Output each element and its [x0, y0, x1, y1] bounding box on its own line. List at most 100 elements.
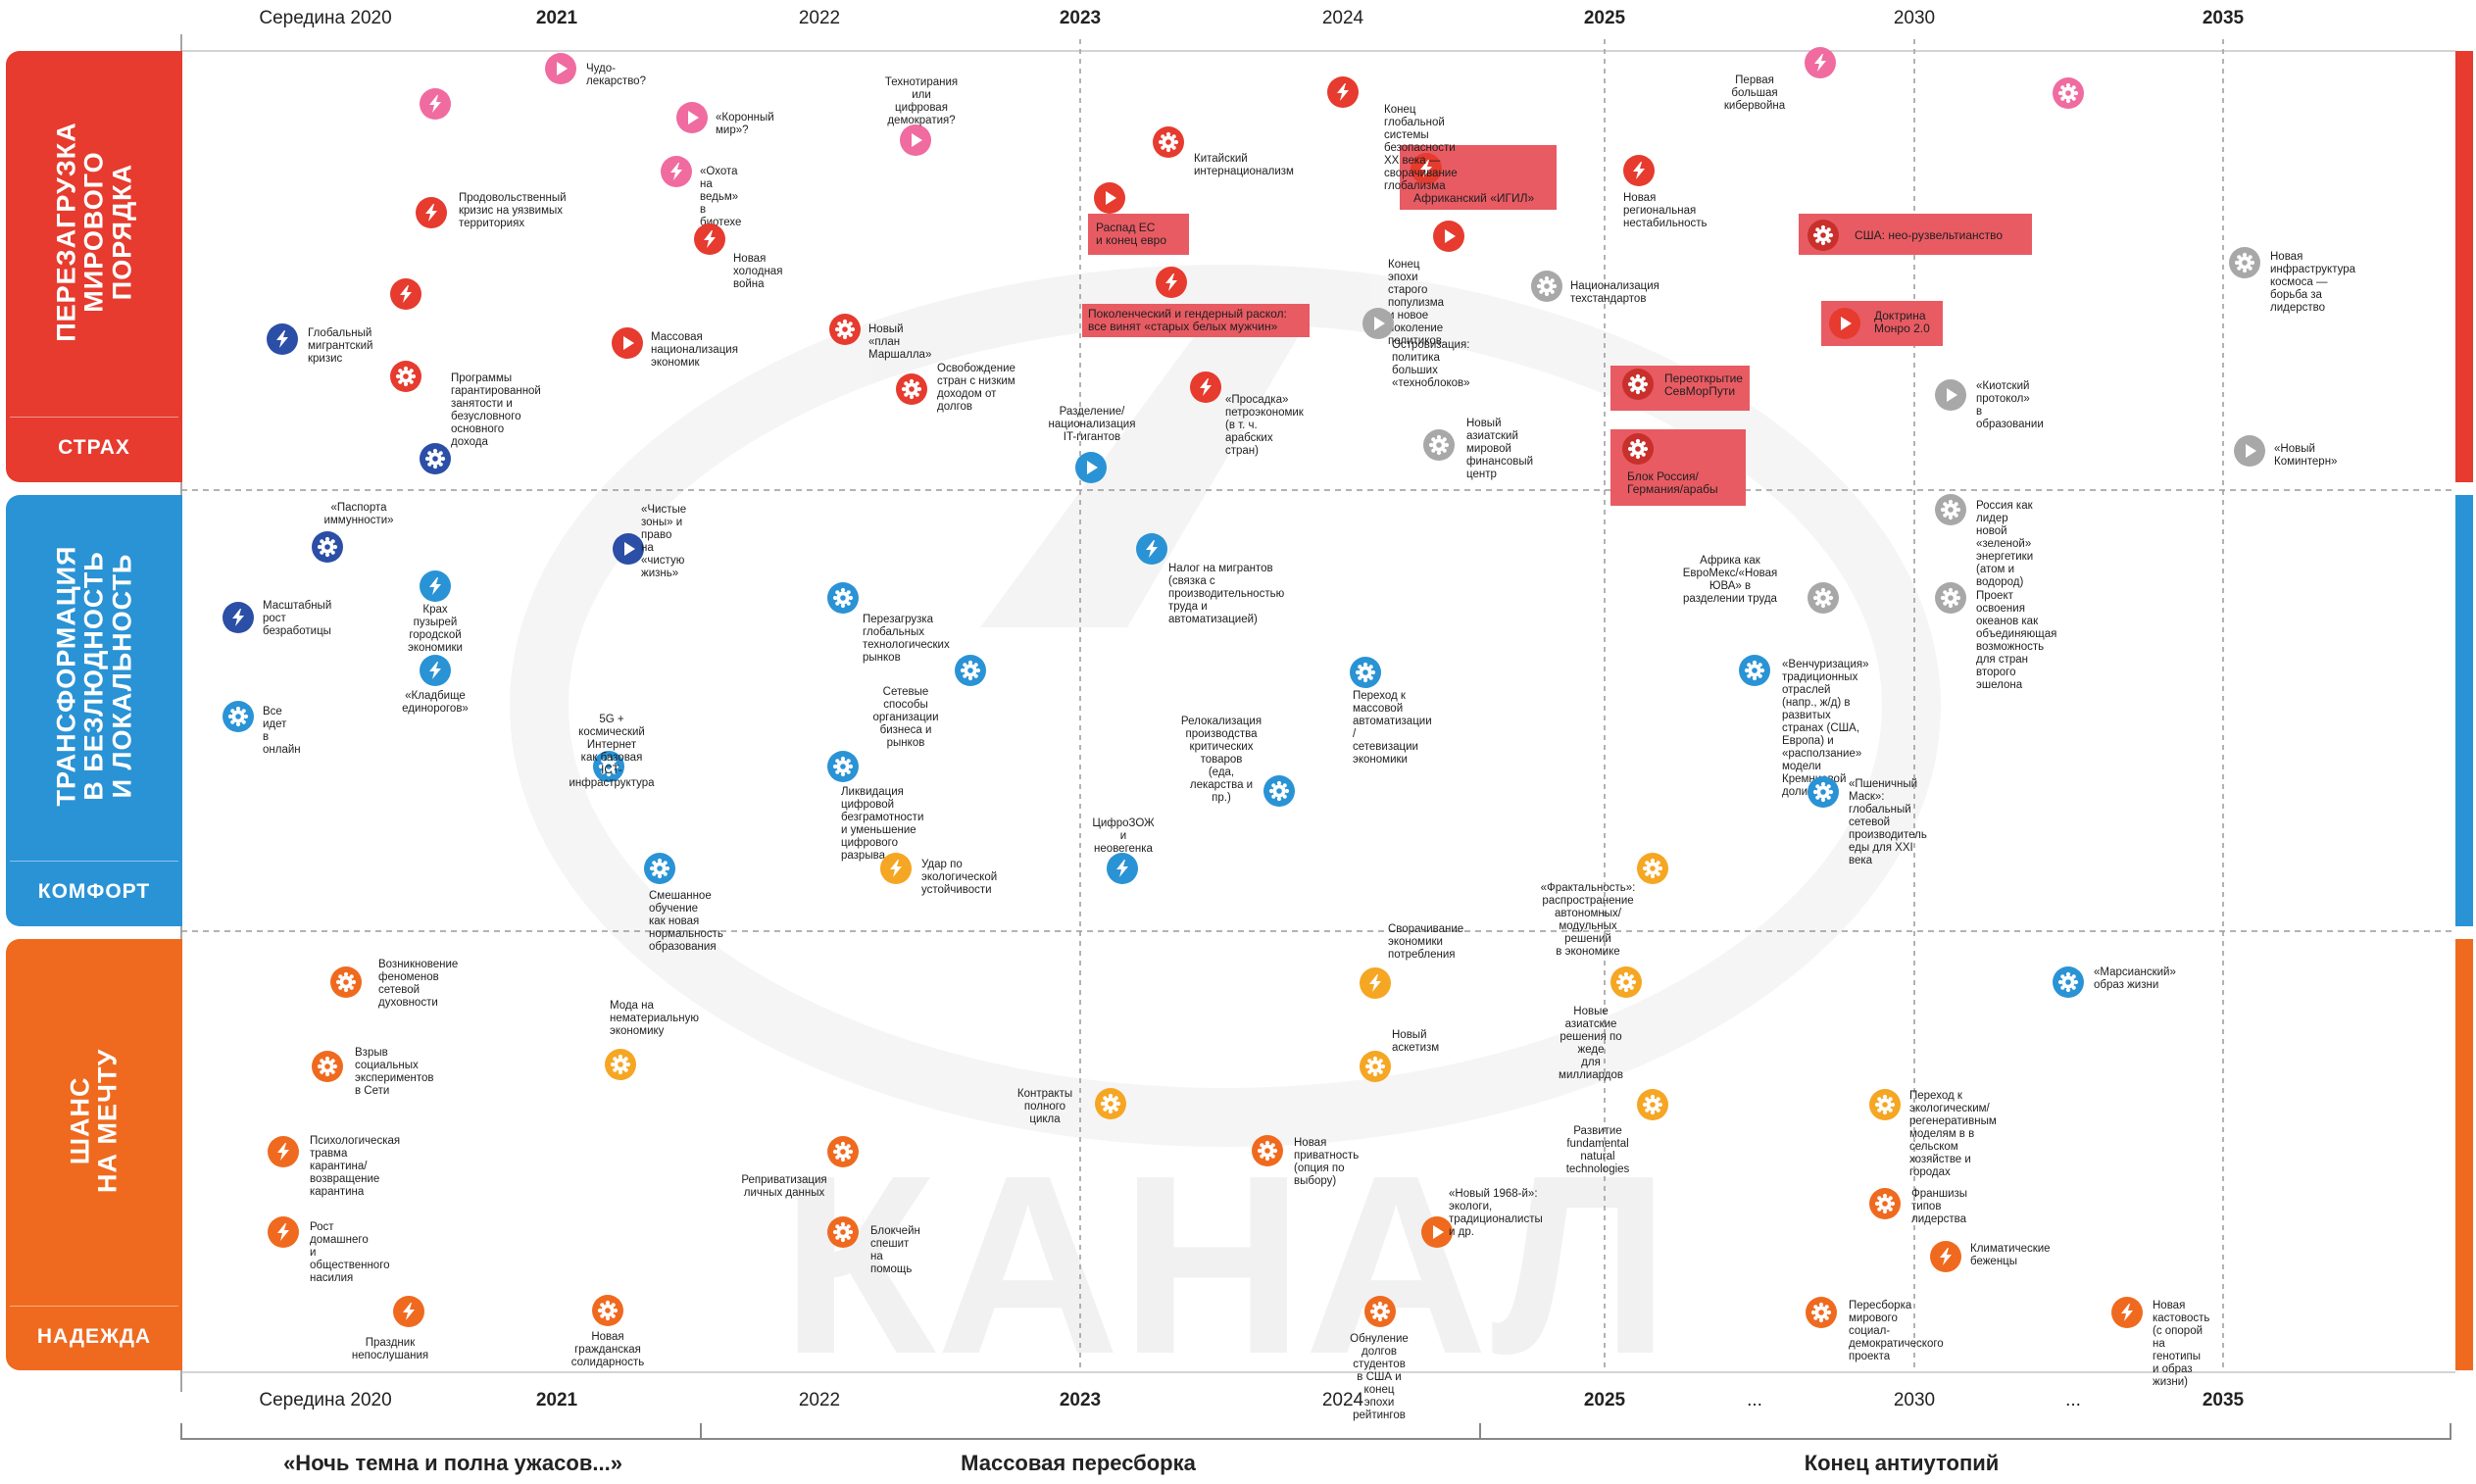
event-label: Смешанное обучение как новая нормальност… — [649, 890, 723, 953]
gear-icon — [2053, 966, 2084, 998]
gear-icon — [1869, 1089, 1901, 1120]
lightning-icon — [267, 323, 298, 355]
event-label: Возникновение феноменов сетевой духовнос… — [378, 959, 459, 1009]
event-label: Продовольственный кризис на уязвимых тер… — [459, 192, 567, 229]
play-icon — [1935, 379, 1966, 411]
event-label: Конец глобальной системы безопасности XX… — [1384, 104, 1458, 192]
band-2: ТРАНСФОРМАЦИЯ В БЕЗЛЮДНОСТЬ И ЛОКАЛЬНОСТ… — [6, 495, 182, 926]
band-mood-divider — [10, 861, 178, 862]
gear-icon — [1360, 1051, 1391, 1082]
watermark-text: КАНАЛ — [780, 1123, 1670, 1408]
lightning-icon — [416, 197, 447, 228]
lightning-icon — [880, 853, 912, 884]
event-label: Взрыв социальных экспериментов в Сети — [355, 1047, 434, 1097]
event-label: 5G + космический Интернет как базовая IC… — [569, 714, 655, 789]
event-label: Обнуление долгов студентов в США и конец… — [1350, 1333, 1409, 1421]
event-label: «Пшеничный Маск»: глобальный сетевой про… — [1849, 778, 1927, 866]
event-label: Рост домашнего и общественного насилия — [310, 1221, 390, 1284]
event-label: Россия как лидер новой «зеленой» энергет… — [1976, 500, 2034, 588]
lightning-icon — [2111, 1297, 2143, 1328]
event-label: Глобальный мигрантский кризис — [308, 327, 373, 365]
event-label: Перезагрузка глобальных технологических … — [863, 614, 950, 664]
event-label: Реприватизация личных данных — [741, 1174, 827, 1199]
event-label: Психологическая травма карантина/ возвра… — [310, 1135, 401, 1198]
gear-icon — [2053, 77, 2084, 109]
year-label: 2035 — [2202, 8, 2245, 28]
gear-icon — [1806, 1297, 1837, 1328]
event-label: Национализация техстандартов — [1570, 280, 1659, 305]
band-title: ТРАНСФОРМАЦИЯ В БЕЗЛЮДНОСТЬ И ЛОКАЛЬНОСТ… — [51, 546, 137, 807]
play-icon — [612, 327, 643, 359]
gear-icon — [1935, 494, 1966, 525]
year-label: 2021 — [535, 1390, 578, 1410]
lightning-icon — [1327, 76, 1359, 108]
play-icon — [1829, 308, 1860, 339]
play-icon — [1362, 308, 1394, 339]
event-label: Переход к экологическим/регенеративным м… — [1909, 1090, 1997, 1178]
event-label: «Охота на ведьм» в биотехе — [700, 166, 742, 228]
play-icon — [1421, 1216, 1453, 1248]
year-label: 2022 — [798, 8, 841, 28]
gear-icon — [1622, 433, 1654, 465]
highlight-label: Доктрина Монро 2.0 — [1874, 309, 1930, 335]
year-label: 2025 — [1583, 1390, 1626, 1410]
play-icon — [1075, 452, 1107, 483]
lightning-icon — [1930, 1241, 1961, 1272]
lightning-icon — [420, 655, 451, 686]
gear-icon — [1153, 126, 1184, 158]
event-label: Африка как ЕвроМекс/«Новая ЮВА» в раздел… — [1682, 555, 1778, 605]
gear-icon — [312, 1051, 343, 1082]
lightning-icon — [268, 1136, 299, 1167]
event-label: Развитие fundamental natural technologie… — [1565, 1125, 1630, 1175]
highlight-label: Переоткрытие СевМорПути — [1664, 371, 1743, 398]
gear-icon — [827, 751, 859, 782]
year-label: 2021 — [535, 8, 578, 28]
gear-icon — [827, 1136, 859, 1167]
gear-icon — [593, 751, 624, 782]
lightning-icon — [1136, 533, 1167, 565]
event-label: Контракты полного цикла — [1016, 1088, 1073, 1125]
highlight-box — [1088, 214, 1189, 255]
gear-icon — [1610, 966, 1642, 998]
gear-icon — [1869, 1188, 1901, 1219]
year-label: 2024 — [1321, 8, 1364, 28]
lightning-icon — [1190, 371, 1221, 403]
gear-icon — [1364, 1296, 1396, 1327]
lightning-icon — [1156, 267, 1187, 298]
event-label: Новый «план Маршалла» — [868, 323, 932, 361]
gear-icon — [592, 1295, 623, 1326]
event-label: Ликвидация цифровой безграмотности и уме… — [841, 786, 924, 862]
event-label: Программы гарантированной занятости и бе… — [451, 372, 541, 448]
event-label: Крах пузырей городской экономики — [408, 604, 463, 654]
era-label: «Ночь темна и полна ужасов...» — [283, 1451, 622, 1475]
lightning-icon — [1107, 853, 1138, 884]
event-label: Переход к массовой автоматизации / сетев… — [1353, 690, 1432, 766]
gear-icon — [223, 701, 254, 732]
era-label: Конец антиутопий — [1804, 1451, 2000, 1475]
lightning-icon — [268, 1216, 299, 1248]
event-label: Разделение/ национализация IT-гигантов — [1048, 406, 1136, 443]
event-label: Пересборка мирового социал-демократическ… — [1849, 1300, 1944, 1362]
event-label: Массовая национализация экономик — [651, 331, 738, 369]
gear-icon — [1531, 271, 1562, 302]
band-edge — [2455, 51, 2473, 482]
event-label: Новая региональная нестабильность — [1623, 192, 1708, 229]
event-label: Новая приватность (опция по выбору) — [1294, 1137, 1360, 1187]
band-edge — [2455, 495, 2473, 926]
event-label: Новый азиатский мировой финансовый центр — [1466, 418, 1534, 480]
ellipsis-label: ... — [2065, 1390, 2081, 1410]
event-label: «Новый Коминтерн» — [2274, 443, 2338, 468]
band-mood: СТРАХ — [58, 436, 130, 459]
year-label: 2022 — [798, 1390, 841, 1410]
lightning-icon — [1623, 155, 1655, 186]
lightning-icon — [393, 1296, 424, 1327]
gear-icon — [827, 582, 859, 614]
gear-icon — [955, 655, 986, 686]
event-label: Новая инфраструктура космоса — борьба за… — [2270, 251, 2356, 314]
lightning-icon — [1805, 47, 1836, 78]
lightning-icon — [390, 278, 421, 310]
event-label: Климатические беженцы — [1970, 1243, 2051, 1267]
play-icon — [676, 102, 708, 133]
gear-icon — [605, 1049, 636, 1080]
gear-icon — [1622, 369, 1654, 400]
